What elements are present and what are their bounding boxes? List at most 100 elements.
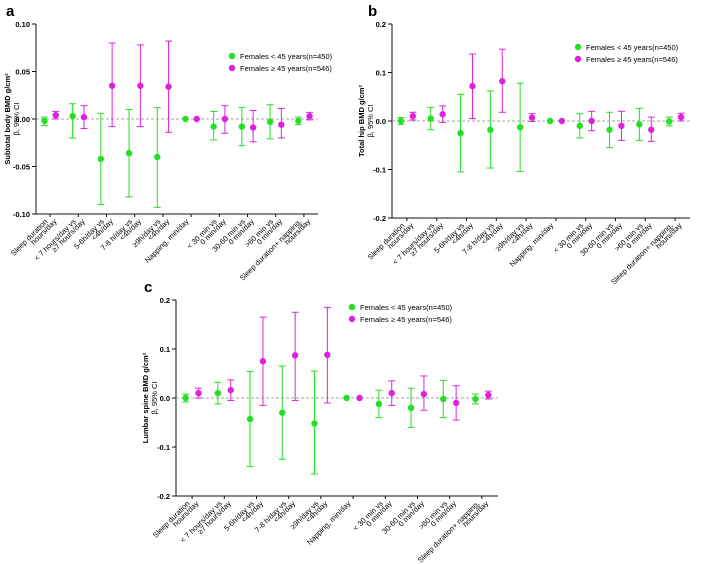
- y-tick-label: 0.1: [160, 345, 170, 354]
- data-point: [278, 121, 285, 128]
- data-point: [558, 117, 566, 125]
- data-point: [80, 113, 88, 121]
- data-point: [618, 122, 625, 130]
- data-point: [195, 389, 202, 397]
- y-tick-label: 0.05: [15, 68, 30, 77]
- data-point: [472, 395, 479, 403]
- data-point: [457, 129, 464, 137]
- chart-panel-c: 0.2 0.1 0.0 -0.1 -0.2 Lumbar spine BMD g/cm² β…: [141, 296, 498, 564]
- data-point: [427, 115, 434, 122]
- legend-label: Females < 45 years(n=450): [360, 303, 453, 312]
- legend-label: Females < 45 years(n=450): [586, 43, 679, 52]
- data-point: [311, 420, 318, 427]
- legend-label: Females ≥ 45 years(n=546): [586, 55, 678, 64]
- data-point: [452, 399, 460, 407]
- legend-marker: [348, 315, 356, 323]
- legend-label: Females ≥ 45 years(n=546): [360, 315, 452, 324]
- y-axis-sublabel: β, 95% CI: [366, 104, 375, 137]
- data-point: [182, 394, 189, 402]
- chart-panel-a: 0.10 0.05 0.00 -0.05 -0.10 Subtotal body BMD …: [3, 20, 333, 283]
- data-point: [295, 117, 302, 125]
- y-axis-label: Total hip BMD g/cm²: [357, 85, 366, 157]
- data-point: [409, 112, 417, 120]
- y-tick-label: -0.1: [373, 166, 386, 175]
- data-point: [499, 78, 506, 85]
- data-point: [356, 394, 363, 402]
- legend-marker: [348, 303, 356, 311]
- data-point: [606, 126, 613, 133]
- data-point: [440, 395, 447, 403]
- y-tick-label: 0.2: [376, 20, 386, 29]
- data-point: [487, 126, 494, 133]
- data-point: [343, 394, 350, 402]
- y-axis-sublabel: β, 95% CI: [12, 102, 21, 135]
- data-point: [227, 386, 234, 394]
- y-tick-label: 0.2: [160, 296, 170, 305]
- data-point: [182, 115, 189, 123]
- data-point: [588, 117, 595, 125]
- data-point: [576, 122, 583, 130]
- data-point: [388, 389, 395, 397]
- data-point: [469, 82, 476, 90]
- data-point: [677, 113, 685, 121]
- data-point: [97, 155, 105, 163]
- chart-panel-b: 0.2 0.1 0.0 -0.1 -0.2 Total hip BMD g/cm² β, 9…: [357, 20, 690, 287]
- panel-label-a: a: [6, 3, 15, 20]
- data-point: [52, 112, 59, 119]
- legend-marker: [228, 64, 236, 72]
- data-point: [279, 409, 286, 416]
- y-tick-label: -0.05: [13, 163, 30, 172]
- y-tick-label: -0.1: [157, 443, 170, 452]
- data-point: [125, 150, 133, 157]
- y-tick-label: 0.00: [15, 115, 30, 124]
- data-point: [154, 153, 161, 161]
- y-tick-label: 0.10: [15, 20, 30, 29]
- data-point: [266, 118, 274, 126]
- data-point: [259, 358, 267, 365]
- y-tick-label: 0.0: [376, 117, 386, 126]
- panel-label-c: c: [144, 279, 152, 296]
- data-point: [648, 126, 655, 133]
- data-point: [214, 389, 222, 397]
- data-point: [397, 117, 405, 125]
- legend-marker: [228, 52, 236, 60]
- legend-label: Females ≥ 45 years(n=546): [240, 64, 332, 73]
- data-point: [306, 112, 313, 120]
- data-point: [221, 115, 229, 123]
- data-point: [137, 82, 144, 89]
- y-tick-label: -0.10: [13, 210, 30, 219]
- data-point: [324, 351, 331, 359]
- data-point: [193, 115, 200, 123]
- data-point: [636, 121, 643, 128]
- legend-label: Females < 45 years(n=450): [240, 52, 333, 61]
- data-point: [516, 124, 524, 131]
- legend-marker: [574, 43, 582, 51]
- legend-marker: [574, 55, 582, 63]
- data-point: [238, 123, 246, 130]
- data-point: [439, 111, 446, 118]
- y-tick-label: 0.1: [376, 69, 386, 78]
- data-point: [291, 352, 299, 359]
- y-axis-label: Lumbar spine BMD g/cm²: [141, 352, 150, 443]
- data-point: [485, 391, 492, 399]
- y-tick-label: 0.0: [160, 394, 170, 403]
- y-tick-label: -0.2: [157, 492, 170, 501]
- data-point: [41, 117, 48, 125]
- panel-label-b: b: [368, 3, 377, 20]
- y-axis-label: Subtotal body BMD g/cm²: [3, 73, 12, 165]
- data-point: [375, 400, 383, 408]
- y-tick-label: -0.2: [373, 214, 386, 223]
- data-point: [246, 415, 254, 423]
- data-point: [210, 123, 217, 130]
- data-point: [665, 118, 673, 125]
- data-point: [407, 404, 415, 411]
- data-point: [249, 124, 257, 131]
- y-axis-sublabel: β, 95% CI: [150, 381, 159, 414]
- data-point: [165, 83, 172, 90]
- data-point: [69, 112, 76, 120]
- data-point: [108, 82, 116, 89]
- data-point: [546, 117, 554, 125]
- data-point: [420, 390, 428, 398]
- data-point: [528, 114, 536, 121]
